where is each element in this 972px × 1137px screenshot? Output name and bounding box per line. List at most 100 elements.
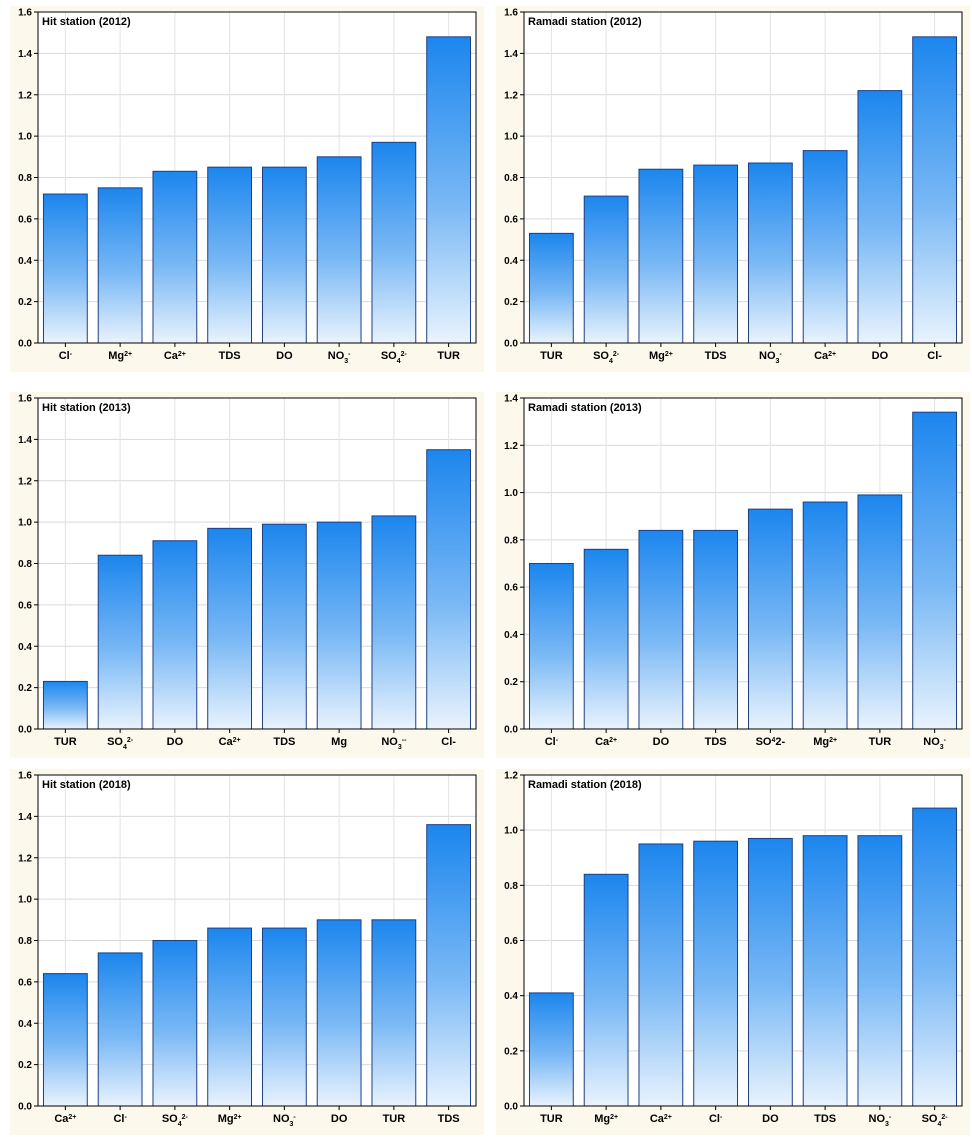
x-tick-label: Cl- <box>441 736 456 748</box>
x-tick-label: TUR <box>437 350 460 362</box>
x-tick-label: TDS <box>705 350 727 362</box>
y-tick-label: 0.0 <box>504 725 518 736</box>
chart-svg: 0.0 0.2 0.4 0.6 0.8 1.0 1.2 1.4 1.6 Cl- Mg2+ Ca2+ TD… <box>10 6 484 372</box>
y-tick-label: 1.2 <box>504 441 518 452</box>
bar <box>693 164 739 344</box>
bar <box>912 36 958 344</box>
x-tick-label: Ca2+ <box>54 1113 76 1125</box>
y-tick-label: 1.0 <box>18 132 32 143</box>
y-tick-label: 1.4 <box>504 49 518 60</box>
bar <box>207 527 253 730</box>
chart-hit-2018: 0.0 0.2 0.4 0.6 0.8 1.0 1.2 1.4 1.6 Ca2+ Cl- SO42- M… <box>0 763 486 1137</box>
x-tick-label: NO3- <box>273 1113 296 1128</box>
axes-frame <box>37 11 477 344</box>
bar <box>638 529 684 730</box>
chart-svg: 0.0 0.2 0.4 0.6 0.8 1.0 1.2 1.4 Cl- Ca2+ DO TDS SO42… <box>496 392 970 758</box>
chart-title: Ramadi station (2012) <box>528 16 642 28</box>
y-tick-label: 0.2 <box>18 683 32 694</box>
y-tick-label: 1.0 <box>504 826 518 837</box>
y-tick-label: 1.4 <box>504 394 518 405</box>
axes-frame <box>523 11 963 344</box>
y-tick-label: 0.8 <box>504 535 518 546</box>
y-tick-label: 1.2 <box>18 90 32 101</box>
y-tick-label: 1.4 <box>18 812 32 823</box>
axes-frame <box>523 397 963 730</box>
bar <box>802 501 848 730</box>
x-tick-label: SO42- <box>922 1113 949 1128</box>
y-tick-label: 1.6 <box>18 771 32 782</box>
x-tick-label: Ca2+ <box>164 350 186 362</box>
x-tick-label: Mg2+ <box>813 736 837 748</box>
bar <box>316 521 362 730</box>
y-tick-label: 1.6 <box>18 8 32 19</box>
y-tick-label: 1.2 <box>18 853 32 864</box>
bar <box>371 141 417 344</box>
x-tick-label: Mg2+ <box>108 350 132 362</box>
axes-frame <box>37 774 477 1107</box>
x-tick-label: NO3- <box>328 350 351 365</box>
y-tick-label: 0.6 <box>18 214 32 225</box>
bar <box>152 170 198 344</box>
chart-ramadi-2012: 0.0 0.2 0.4 0.6 0.8 1.0 1.2 1.4 1.6 TUR SO42- Mg2+ T… <box>486 0 972 374</box>
chart-title: Hit station (2018) <box>42 779 131 791</box>
y-tick-label: 0.6 <box>18 600 32 611</box>
bar <box>152 940 198 1107</box>
x-tick-label: TUR <box>869 736 892 748</box>
y-tick-label: 1.6 <box>18 394 32 405</box>
y-tick-label: 0.4 <box>504 256 518 267</box>
bar <box>857 494 903 730</box>
bar <box>747 162 793 344</box>
y-tick-label: 0.6 <box>18 977 32 988</box>
x-tick-label: DO <box>653 736 670 748</box>
y-tick-label: 0.8 <box>18 173 32 184</box>
chart-ramadi-2013: 0.0 0.2 0.4 0.6 0.8 1.0 1.2 1.4 Cl- Ca2+ DO TDS SO42… <box>486 386 972 760</box>
bar <box>316 919 362 1107</box>
bar <box>802 835 848 1107</box>
y-tick-label: 0.0 <box>504 339 518 350</box>
y-tick-label: 1.4 <box>18 435 32 446</box>
y-tick-label: 0.0 <box>18 1102 32 1113</box>
x-tick-label: Ca2+ <box>219 736 241 748</box>
bar <box>857 90 903 344</box>
y-tick-label: 1.0 <box>504 488 518 499</box>
bar <box>638 843 684 1107</box>
x-tick-label: Ca2+ <box>814 350 836 362</box>
bar <box>583 873 629 1107</box>
x-tick-label: TDS <box>273 736 295 748</box>
bar <box>528 232 574 344</box>
y-tick-label: 0.4 <box>18 642 32 653</box>
bar <box>316 156 362 344</box>
bar <box>802 150 848 344</box>
x-tick-label: NO3-- <box>381 736 407 751</box>
y-tick-label: 0.6 <box>504 583 518 594</box>
x-tick-label: Ca2+ <box>650 1113 672 1125</box>
x-tick-label: DO <box>167 736 184 748</box>
x-tick-label: Cl- <box>113 1113 127 1125</box>
chart-title: Hit station (2013) <box>42 402 131 414</box>
x-tick-label: SO42- <box>593 350 620 365</box>
y-tick-label: 1.0 <box>504 132 518 143</box>
bar <box>747 837 793 1107</box>
x-tick-label: Mg <box>331 736 347 748</box>
y-tick-label: 0.4 <box>18 1019 32 1030</box>
y-tick-label: 1.2 <box>504 90 518 101</box>
x-tick-label: Mg2+ <box>649 350 673 362</box>
x-tick-label: TUR <box>540 350 563 362</box>
bar <box>207 166 253 344</box>
x-tick-label: DO <box>331 1113 348 1125</box>
x-tick-label: SO42- <box>756 736 786 748</box>
x-tick-label: NO3- <box>923 736 946 751</box>
x-tick-label: DO <box>276 350 293 362</box>
chart-title: Hit station (2012) <box>42 16 131 28</box>
chart-svg: 0.0 0.2 0.4 0.6 0.8 1.0 1.2 1.4 1.6 TUR SO42- Mg2+ T… <box>496 6 970 372</box>
chart-svg: 0.0 0.2 0.4 0.6 0.8 1.0 1.2 1.4 1.6 Ca2+ Cl- SO42- M… <box>10 769 484 1135</box>
x-tick-label: SO42- <box>162 1113 189 1128</box>
y-tick-label: 0.8 <box>18 936 32 947</box>
y-tick-label: 1.6 <box>504 8 518 19</box>
y-tick-label: 1.2 <box>504 771 518 782</box>
y-tick-label: 0.2 <box>504 1046 518 1057</box>
bar <box>528 563 574 730</box>
bar <box>693 529 739 730</box>
bar <box>261 523 307 730</box>
bar <box>42 193 88 344</box>
